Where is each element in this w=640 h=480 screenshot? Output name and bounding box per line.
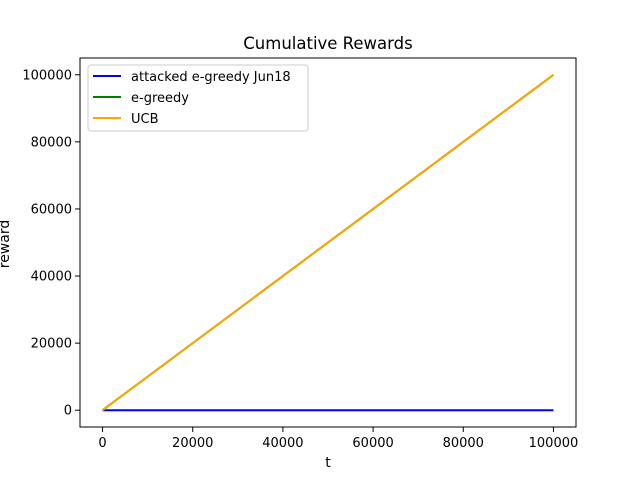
y-tick-label: 40000 (31, 270, 72, 285)
legend-label-0: attacked e-greedy Jun18 (131, 70, 291, 85)
x-axis-ticks: 0 20000 40000 60000 80000 100000 (98, 427, 578, 451)
y-tick-label: 100000 (22, 68, 72, 83)
y-tick-label: 80000 (31, 135, 72, 150)
x-tick-label: 20000 (172, 436, 213, 451)
plot-frame (79, 57, 577, 428)
legend-box (87, 64, 309, 132)
y-axis-ticks: 0 20000 40000 60000 80000 100000 (22, 68, 80, 419)
series-line-2 (101, 73, 555, 412)
x-tick-label: 0 (98, 436, 106, 451)
plot-lines (101, 73, 555, 412)
x-tick-label: 80000 (443, 436, 484, 451)
y-tick-label: 0 (64, 404, 72, 419)
x-tick-label: 60000 (352, 436, 393, 451)
chart-title: Cumulative Rewards (243, 34, 412, 53)
legend-label-1: e-greedy (131, 91, 189, 106)
x-tick-label: 100000 (529, 436, 579, 451)
x-axis-label: t (325, 455, 331, 471)
y-tick-label: 60000 (31, 202, 72, 217)
legend: attacked e-greedy Jun18 e-greedy UCB (87, 64, 309, 132)
legend-label-2: UCB (131, 112, 159, 127)
x-tick-label: 40000 (262, 436, 303, 451)
y-axis-label: reward (0, 220, 13, 269)
y-tick-label: 20000 (31, 337, 72, 352)
